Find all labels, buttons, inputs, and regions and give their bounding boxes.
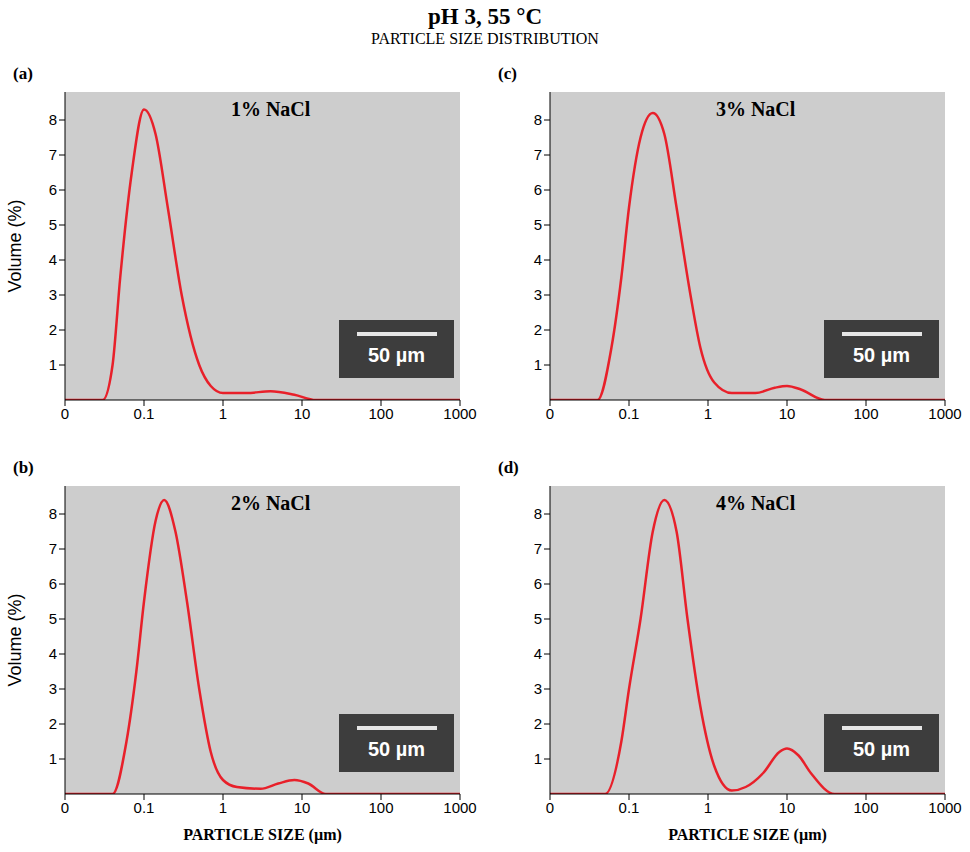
- svg-text:2: 2: [49, 715, 57, 732]
- svg-text:0: 0: [546, 405, 554, 422]
- svg-text:8: 8: [49, 505, 57, 522]
- svg-text:3: 3: [534, 680, 542, 697]
- svg-text:1000: 1000: [443, 799, 476, 816]
- svg-text:1: 1: [219, 799, 227, 816]
- svg-text:2: 2: [534, 715, 542, 732]
- svg-text:8: 8: [49, 111, 57, 128]
- svg-text:6: 6: [534, 575, 542, 592]
- html-text:(c): (c): [498, 64, 517, 83]
- svg-text:1: 1: [219, 405, 227, 422]
- svg-text:8: 8: [534, 111, 542, 128]
- svg-text:1: 1: [704, 799, 712, 816]
- svg-text:3: 3: [49, 286, 57, 303]
- svg-text:5: 5: [49, 610, 57, 627]
- svg-text:0.1: 0.1: [619, 405, 640, 422]
- html-text:50 µm: 50 µm: [367, 343, 425, 366]
- svg-text:0: 0: [61, 405, 69, 422]
- svg-text:5: 5: [49, 216, 57, 233]
- svg-text:7: 7: [534, 540, 542, 557]
- svg-text:2: 2: [534, 321, 542, 338]
- svg-text:10: 10: [779, 799, 796, 816]
- svg-text:100: 100: [853, 405, 878, 422]
- svg-text:Volume (%): Volume (%): [5, 199, 25, 292]
- svg-text:100: 100: [368, 405, 393, 422]
- svg-text:1000: 1000: [443, 405, 476, 422]
- svg-text:4: 4: [534, 251, 542, 268]
- html-text:(b): (b): [13, 458, 34, 477]
- svg-text:1000: 1000: [928, 405, 961, 422]
- svg-text:1: 1: [534, 750, 542, 767]
- svg-text:PARTICLE SIZE (µm): PARTICLE SIZE (µm): [668, 826, 827, 844]
- svg-text:5: 5: [534, 610, 542, 627]
- html-text:pH 3, 55 °C: pH 3, 55 °C: [428, 4, 542, 29]
- html-text:50 µm: 50 µm: [852, 343, 910, 366]
- svg-text:1: 1: [49, 750, 57, 767]
- svg-text:0: 0: [546, 799, 554, 816]
- svg-text:8: 8: [534, 505, 542, 522]
- svg-text:Volume (%): Volume (%): [5, 593, 25, 686]
- html-text:(d): (d): [498, 458, 519, 477]
- html-text:1% NaCl: 1% NaCl: [230, 98, 311, 120]
- svg-text:1: 1: [49, 356, 57, 373]
- html-text:2% NaCl: 2% NaCl: [230, 492, 311, 514]
- svg-text:1: 1: [704, 405, 712, 422]
- html-text:50 µm: 50 µm: [852, 737, 910, 760]
- svg-text:100: 100: [853, 799, 878, 816]
- svg-text:7: 7: [49, 540, 57, 557]
- svg-text:7: 7: [49, 146, 57, 163]
- svg-text:6: 6: [49, 181, 57, 198]
- svg-text:6: 6: [534, 181, 542, 198]
- svg-text:0.1: 0.1: [134, 405, 155, 422]
- svg-text:PARTICLE SIZE (µm): PARTICLE SIZE (µm): [183, 826, 342, 844]
- svg-text:3: 3: [534, 286, 542, 303]
- svg-text:4: 4: [49, 251, 57, 268]
- svg-text:100: 100: [368, 799, 393, 816]
- svg-text:10: 10: [294, 405, 311, 422]
- svg-text:7: 7: [534, 146, 542, 163]
- svg-text:2: 2: [49, 321, 57, 338]
- html-text:(a): (a): [13, 64, 33, 83]
- html-text:4% NaCl: 4% NaCl: [715, 492, 796, 514]
- svg-text:1: 1: [534, 356, 542, 373]
- html-text:50 µm: 50 µm: [367, 737, 425, 760]
- svg-text:10: 10: [294, 799, 311, 816]
- svg-text:4: 4: [49, 645, 57, 662]
- svg-text:0: 0: [61, 799, 69, 816]
- svg-text:6: 6: [49, 575, 57, 592]
- svg-text:4: 4: [534, 645, 542, 662]
- svg-text:3: 3: [49, 680, 57, 697]
- svg-text:0.1: 0.1: [619, 799, 640, 816]
- html-text:PARTICLE SIZE DISTRIBUTION: PARTICLE SIZE DISTRIBUTION: [371, 30, 599, 47]
- svg-text:1000: 1000: [928, 799, 961, 816]
- svg-text:10: 10: [779, 405, 796, 422]
- html-text:3% NaCl: 3% NaCl: [715, 98, 796, 120]
- svg-text:0.1: 0.1: [134, 799, 155, 816]
- svg-text:5: 5: [534, 216, 542, 233]
